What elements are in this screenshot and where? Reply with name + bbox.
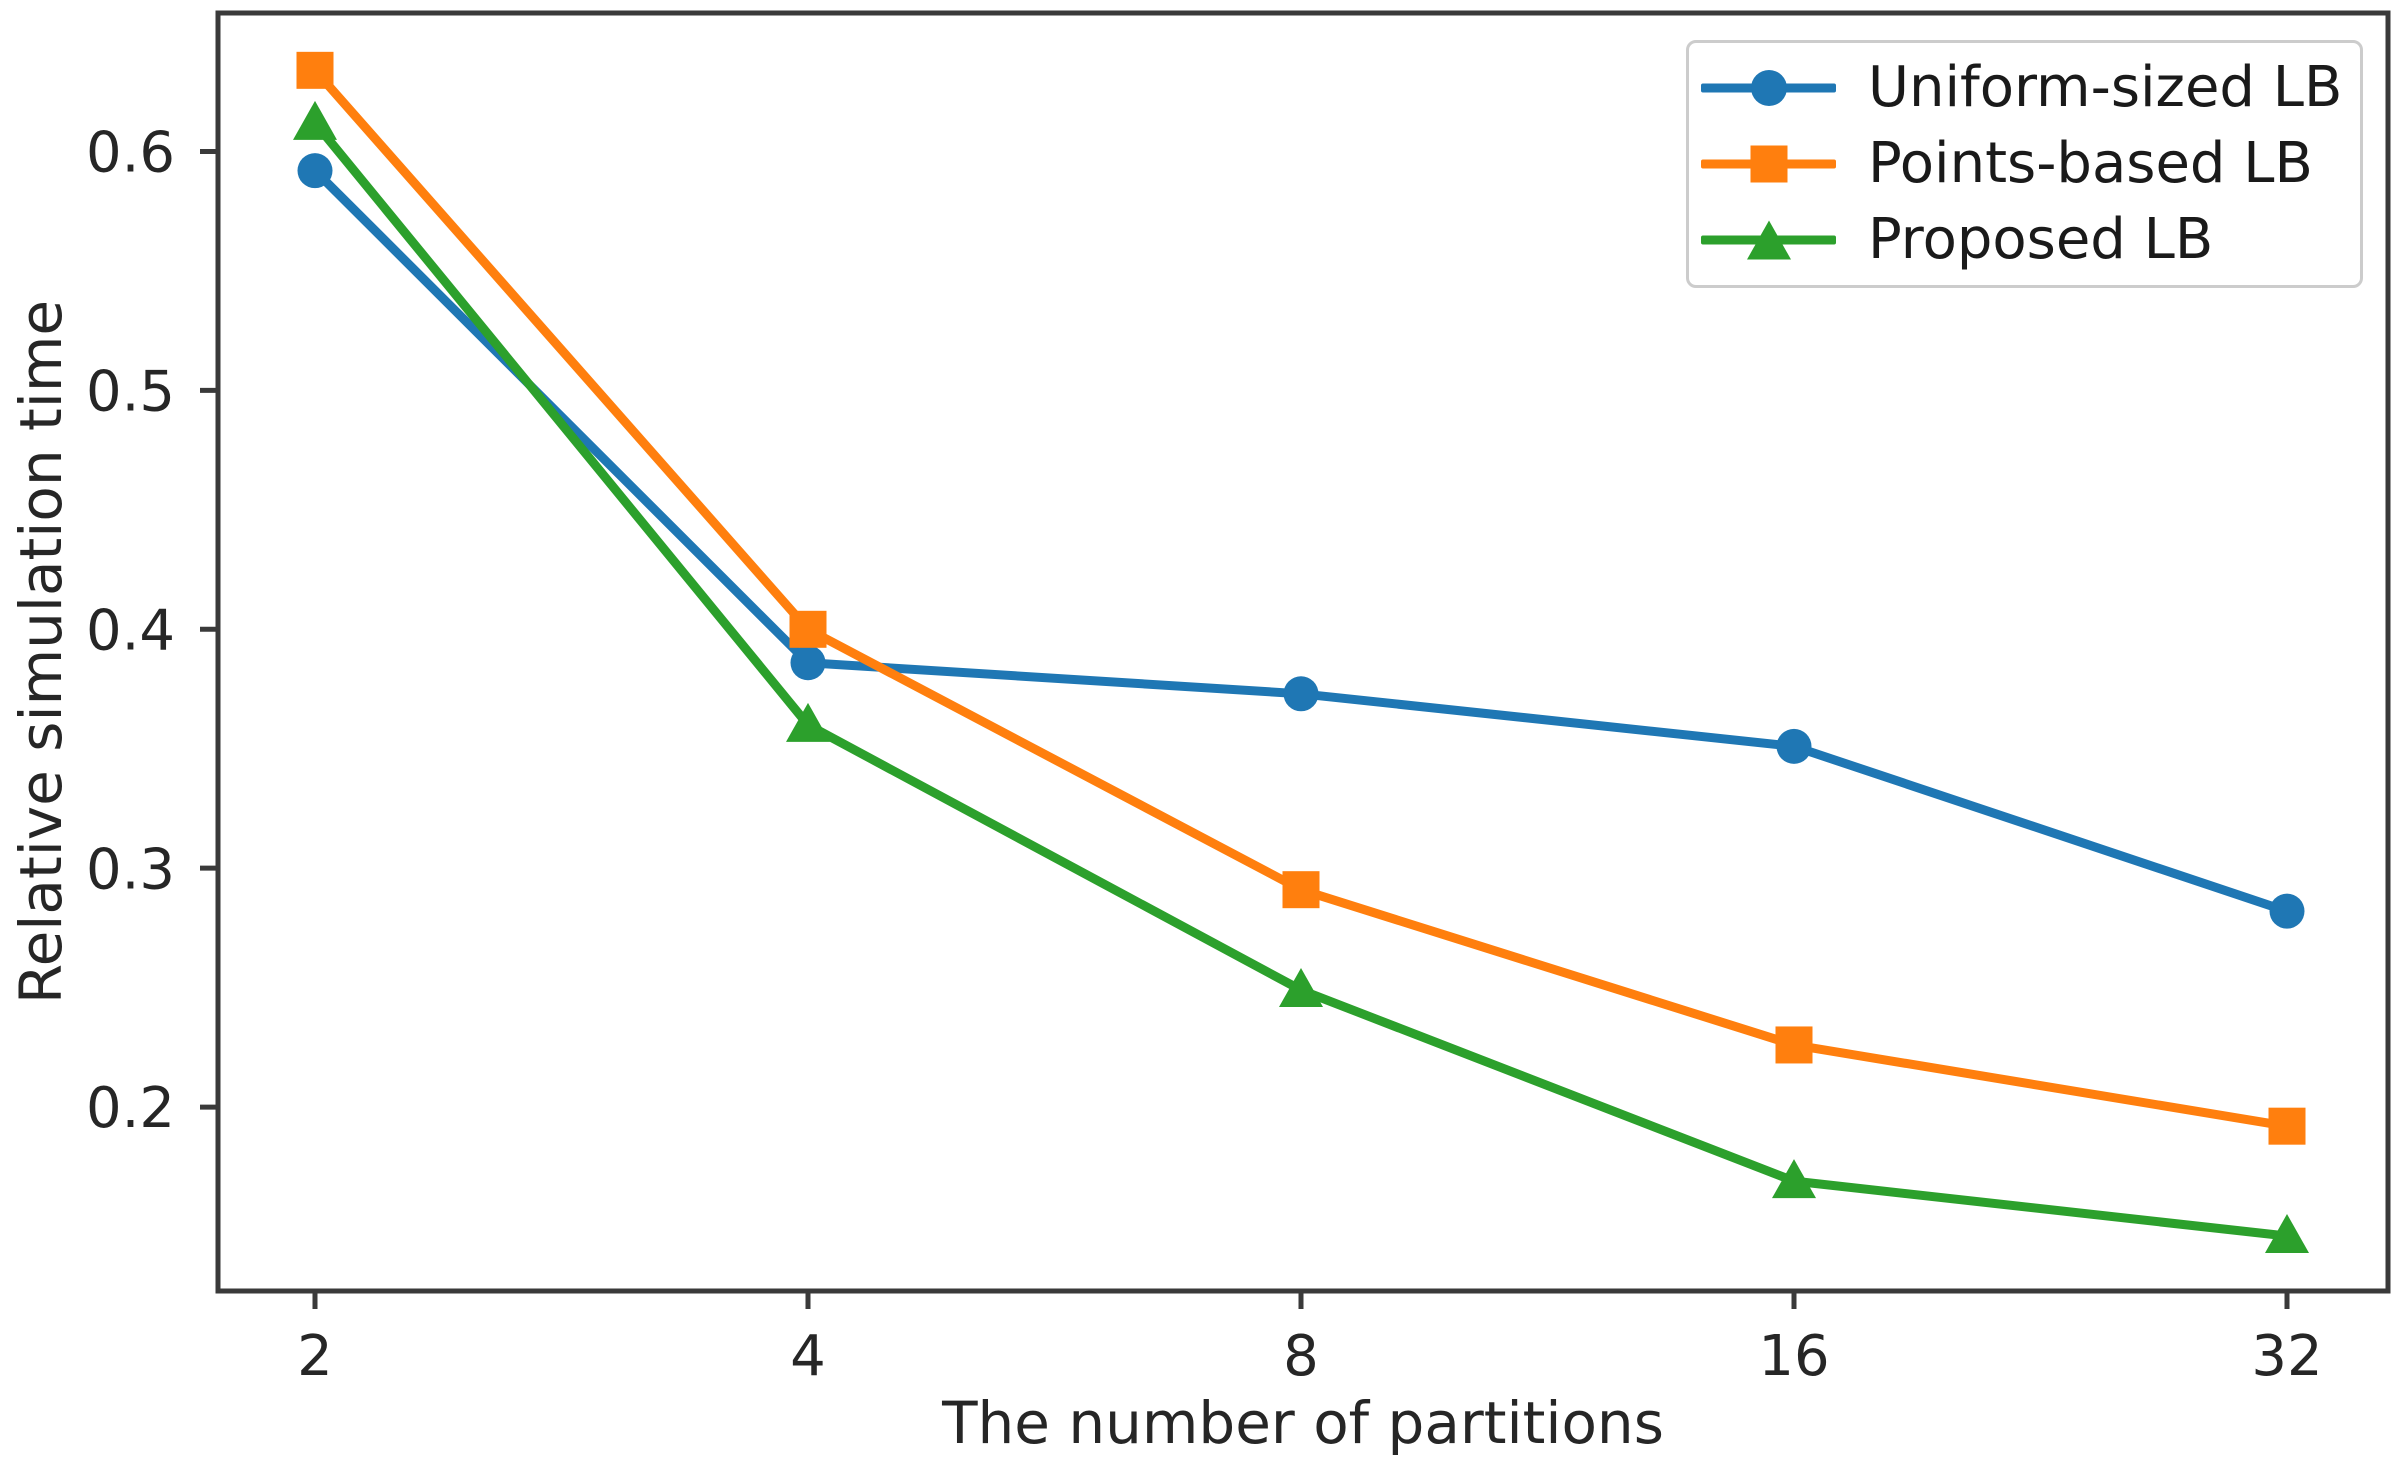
legend-label: Uniform-sized LB xyxy=(1868,55,2343,121)
legend-label: Proposed LB xyxy=(1868,207,2214,273)
y-axis-title: Relative simulation time xyxy=(7,299,76,1005)
legend-item: Uniform-sized LB xyxy=(1701,57,2360,119)
x-tick-label: 4 xyxy=(790,1324,826,1389)
marker-square-icon xyxy=(1282,871,1320,909)
x-tick-label: 32 xyxy=(2251,1324,2322,1389)
legend-label: Points-based LB xyxy=(1868,131,2313,197)
marker-triangle-icon xyxy=(1279,968,1323,1008)
marker-circle-icon xyxy=(1283,676,1319,712)
legend-circle-icon xyxy=(1750,70,1787,106)
marker-square-icon xyxy=(296,51,334,89)
y-tick-label: 0.5 xyxy=(86,360,175,425)
legend-triangle-icon xyxy=(1746,220,1791,260)
legend-swatch xyxy=(1701,140,1836,188)
x-tick-label: 2 xyxy=(297,1324,333,1389)
x-tick-label: 8 xyxy=(1283,1324,1319,1389)
x-axis-title: The number of partitions xyxy=(942,1389,1664,1457)
y-tick-label: 0.4 xyxy=(86,598,175,663)
marker-circle-icon xyxy=(1776,728,1812,764)
marker-triangle-icon xyxy=(2265,1214,2309,1254)
legend-item: Points-based LB xyxy=(1701,133,2360,195)
marker-circle-icon xyxy=(2269,893,2305,929)
legend-item: Proposed LB xyxy=(1701,209,2360,271)
marker-triangle-icon xyxy=(293,100,337,140)
legend: Uniform-sized LB Points-based LB Proposed … xyxy=(1686,40,2363,288)
marker-circle-icon xyxy=(297,153,333,189)
marker-circle-icon xyxy=(790,645,826,681)
y-tick-label: 0.6 xyxy=(86,121,175,186)
marker-triangle-icon xyxy=(786,702,830,742)
y-tick-label: 0.3 xyxy=(86,837,175,902)
marker-square-icon xyxy=(2268,1107,2306,1145)
marker-square-icon xyxy=(789,610,827,648)
legend-swatch xyxy=(1701,64,1836,112)
legend-swatch xyxy=(1701,216,1836,264)
marker-triangle-icon xyxy=(1772,1159,1816,1199)
x-tick-label: 16 xyxy=(1758,1324,1829,1389)
plot-frame xyxy=(215,10,2391,1294)
marker-square-icon xyxy=(1775,1026,1813,1064)
legend-square-icon xyxy=(1750,145,1787,183)
y-tick-label: 0.2 xyxy=(86,1076,175,1141)
